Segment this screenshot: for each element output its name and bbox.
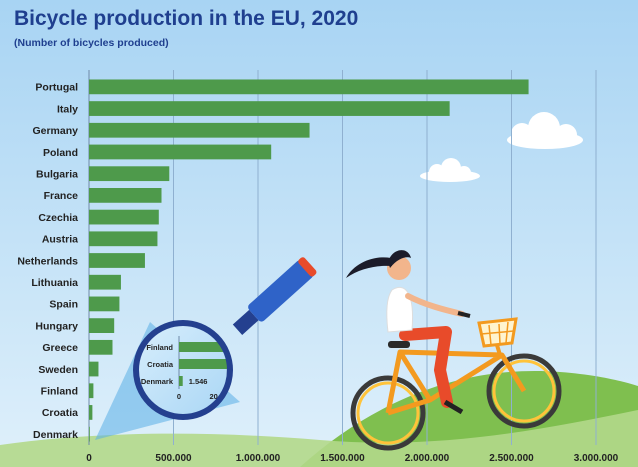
category-label: Greece bbox=[42, 342, 78, 354]
bar-finland bbox=[89, 383, 94, 399]
bar-hungary bbox=[89, 318, 115, 333]
category-label: Poland bbox=[43, 147, 78, 159]
category-labels: Portugal Italy Germany Poland Bulgaria France… bbox=[17, 82, 78, 441]
category-label: Denmark bbox=[33, 429, 78, 441]
bar-greece bbox=[89, 339, 113, 355]
category-label: Czechia bbox=[38, 212, 78, 224]
bar-poland bbox=[89, 144, 272, 160]
hill bbox=[0, 410, 638, 467]
x-tick-label: 3.000.000 bbox=[574, 453, 619, 464]
category-label: Croatia bbox=[42, 407, 78, 419]
inset-bar-finland bbox=[179, 342, 230, 352]
x-tick-label: 1.500.000 bbox=[320, 453, 365, 464]
category-label: Lithuania bbox=[31, 277, 78, 289]
bar-sweden bbox=[89, 361, 99, 377]
bar-france bbox=[89, 188, 162, 203]
inset-data-label: 1.546 bbox=[189, 377, 208, 386]
x-tick-label: 0 bbox=[86, 453, 92, 464]
category-label: Bulgaria bbox=[36, 168, 78, 180]
bar-austria bbox=[89, 231, 158, 247]
bar-spain bbox=[89, 296, 120, 312]
inset-tick-label: 0 bbox=[177, 392, 181, 401]
inset-category-label: Denmark bbox=[141, 377, 174, 386]
category-label: Italy bbox=[57, 103, 78, 115]
category-label: Sweden bbox=[38, 364, 78, 376]
inset-bar-croatia bbox=[179, 359, 227, 369]
inset-category-label: Croatia bbox=[147, 360, 174, 369]
cloud-icon bbox=[507, 112, 583, 149]
bar-czechia bbox=[89, 209, 159, 225]
cyclist-illustration bbox=[346, 250, 562, 451]
bar-netherlands bbox=[89, 253, 145, 268]
x-tick-label: 2.500.000 bbox=[489, 453, 534, 464]
chart-title: Bicycle production in the EU, 2020 bbox=[14, 7, 358, 30]
bar-croatia bbox=[89, 405, 93, 420]
bar-italy bbox=[89, 101, 450, 116]
x-tick-label: 500.000 bbox=[155, 453, 192, 464]
category-label: Hungary bbox=[35, 320, 78, 332]
x-tick-labels: 0 500.000 1.000.000 1.500.000 2.000.000 2.500… bbox=[86, 453, 618, 464]
bar-portugal bbox=[89, 79, 529, 95]
bar-denmark bbox=[89, 426, 90, 442]
category-label: Portugal bbox=[35, 82, 78, 94]
category-label: France bbox=[44, 190, 79, 202]
bar-germany bbox=[89, 122, 310, 138]
bar-bulgaria bbox=[89, 166, 170, 182]
category-label: Netherlands bbox=[17, 255, 78, 267]
category-label: Finland bbox=[41, 386, 78, 398]
x-tick-label: 2.000.000 bbox=[405, 453, 450, 464]
category-label: Germany bbox=[32, 125, 78, 137]
x-tick-label: 1.000.000 bbox=[236, 453, 281, 464]
cloud-icon bbox=[420, 158, 480, 182]
category-label: Austria bbox=[42, 234, 78, 246]
category-label: Spain bbox=[49, 299, 78, 311]
bars bbox=[89, 79, 529, 442]
bar-lithuania bbox=[89, 274, 121, 290]
inset-category-label: Finland bbox=[146, 343, 173, 352]
chart-subtitle: (Number of bicycles produced) bbox=[14, 37, 169, 49]
inset-bar-denmark bbox=[179, 376, 183, 386]
